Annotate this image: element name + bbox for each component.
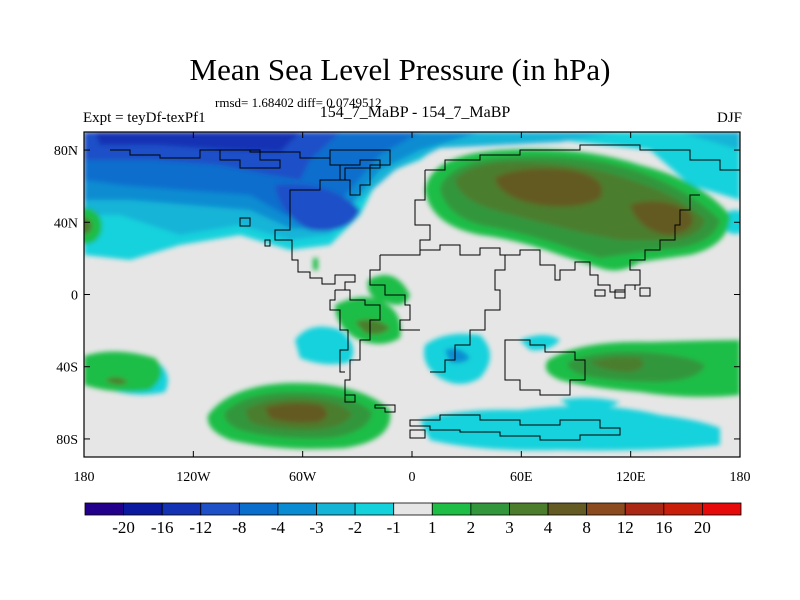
anomaly-pos-4 — [495, 168, 602, 207]
anomaly-pos-17 — [590, 357, 644, 372]
anomaly-neg-8 — [295, 326, 354, 365]
colorbar-swatch — [161, 502, 202, 516]
anomaly-pos-8 — [355, 319, 390, 335]
colorbar — [84, 502, 742, 516]
colorbar-label: 8 — [582, 518, 591, 537]
colorbar-label: 2 — [466, 518, 476, 537]
colorbar-swatch — [470, 502, 510, 516]
colorbar-label: -4 — [270, 518, 286, 537]
coastline-east-asia — [629, 194, 700, 286]
title: Mean Sea Level Pressure (in hPa) — [189, 52, 611, 87]
x-tick-label: 60E — [510, 470, 533, 485]
coastline-greenland — [329, 149, 391, 196]
colorbar-label: -3 — [309, 518, 324, 537]
coastline-antarctica — [374, 404, 396, 413]
anomaly-neg-10 — [445, 348, 470, 363]
x-tick-label: 180 — [730, 470, 751, 485]
coastline-africa — [369, 255, 420, 331]
x-tick-label: 0 — [409, 470, 416, 485]
coastline-antarctica-main — [409, 414, 621, 441]
coastline-south-america-east — [329, 290, 349, 373]
coastline-australia — [504, 339, 586, 396]
x-tick-label: 60W — [289, 470, 317, 485]
colorbar-label: -20 — [112, 518, 135, 537]
x-tick-label: 180 — [74, 470, 95, 485]
colorbar-swatch — [509, 502, 549, 516]
colorbar-label: -16 — [150, 518, 174, 537]
colorbar-swatch — [123, 502, 163, 516]
colorbar-label: -12 — [189, 518, 213, 537]
coastline-islands — [239, 217, 426, 439]
coastline-maritime — [594, 287, 651, 299]
anomaly-edge-pos — [84, 208, 102, 244]
colorbar-swatch — [624, 502, 665, 516]
anomaly-pos-9 — [313, 258, 318, 270]
y-tick-label: 40S — [56, 361, 78, 376]
colorbar-swatch — [702, 502, 742, 516]
colorbar-swatch — [431, 502, 472, 516]
colorbar-swatch — [238, 502, 279, 516]
arctic-channel-2 — [680, 132, 740, 150]
anomaly-pos-10 — [105, 377, 128, 385]
x-axis: 180 120W 60W 0 60E 120E 180 — [74, 132, 751, 485]
colorbar-label: -1 — [386, 518, 401, 537]
anomaly-neg-7 — [275, 184, 360, 231]
anomaly-pos-6 — [367, 275, 410, 305]
colorbar-swatch — [200, 502, 240, 516]
colorbar-label: -2 — [348, 518, 363, 537]
colorbar-label: 20 — [693, 518, 711, 537]
experiment-label: Expt = teyDf-texPf1 — [83, 110, 206, 126]
colorbar-swatch — [393, 502, 433, 516]
coastline-south-america — [335, 289, 381, 403]
coastline-africa-east — [430, 255, 506, 373]
colorbar-label: 12 — [616, 518, 634, 537]
colorbar-label: 4 — [543, 518, 553, 537]
anomaly-pos-14 — [265, 403, 328, 423]
y-tick-label: 40N — [54, 216, 78, 231]
anomaly-neg-13 — [84, 351, 162, 392]
coastline-arctic-islands — [219, 149, 281, 169]
colorbar-label: 16 — [655, 518, 673, 537]
x-tick-label: 120W — [176, 470, 211, 485]
y-tick-label: 0 — [71, 289, 78, 304]
colorbar-swatch — [84, 502, 124, 516]
colorbar-label: -8 — [232, 518, 247, 537]
coastline-arabia-india — [505, 249, 636, 293]
anomaly-neg-6 — [95, 132, 300, 152]
stats-text: rmsd= 1.68402 diff= 0.0749512 — [215, 95, 382, 110]
colorbar-label: 3 — [505, 518, 514, 537]
x-tick-label: 120E — [616, 470, 646, 485]
coastline-africa-north — [380, 250, 421, 256]
coastline-europe-west — [414, 170, 505, 256]
anomaly-pos-5 — [630, 201, 693, 235]
colorbar-swatch — [316, 502, 356, 516]
colorbar-swatch — [586, 502, 626, 516]
anomaly-neg-14 — [420, 406, 720, 451]
colorbar-swatch — [663, 502, 703, 516]
colorbar-label: 1 — [428, 518, 437, 537]
anomaly-neg-11 — [520, 335, 560, 351]
y-axis: 80N 40N 0 40S 80S — [54, 144, 740, 448]
y-tick-label: 80N — [54, 144, 78, 159]
coastlines — [110, 144, 740, 441]
colorbar-swatch — [547, 502, 588, 516]
anomaly-neg-15 — [560, 397, 620, 411]
colorbar-swatch — [354, 502, 395, 516]
season-label: DJF — [716, 110, 742, 126]
pressure-field — [84, 132, 740, 451]
experiment-name: 154_7_MaBP - 154_7_MaBP — [319, 104, 511, 121]
y-tick-label: 80S — [56, 433, 78, 448]
colorbar-swatch — [277, 502, 317, 516]
coastline-eurasia — [425, 144, 740, 171]
